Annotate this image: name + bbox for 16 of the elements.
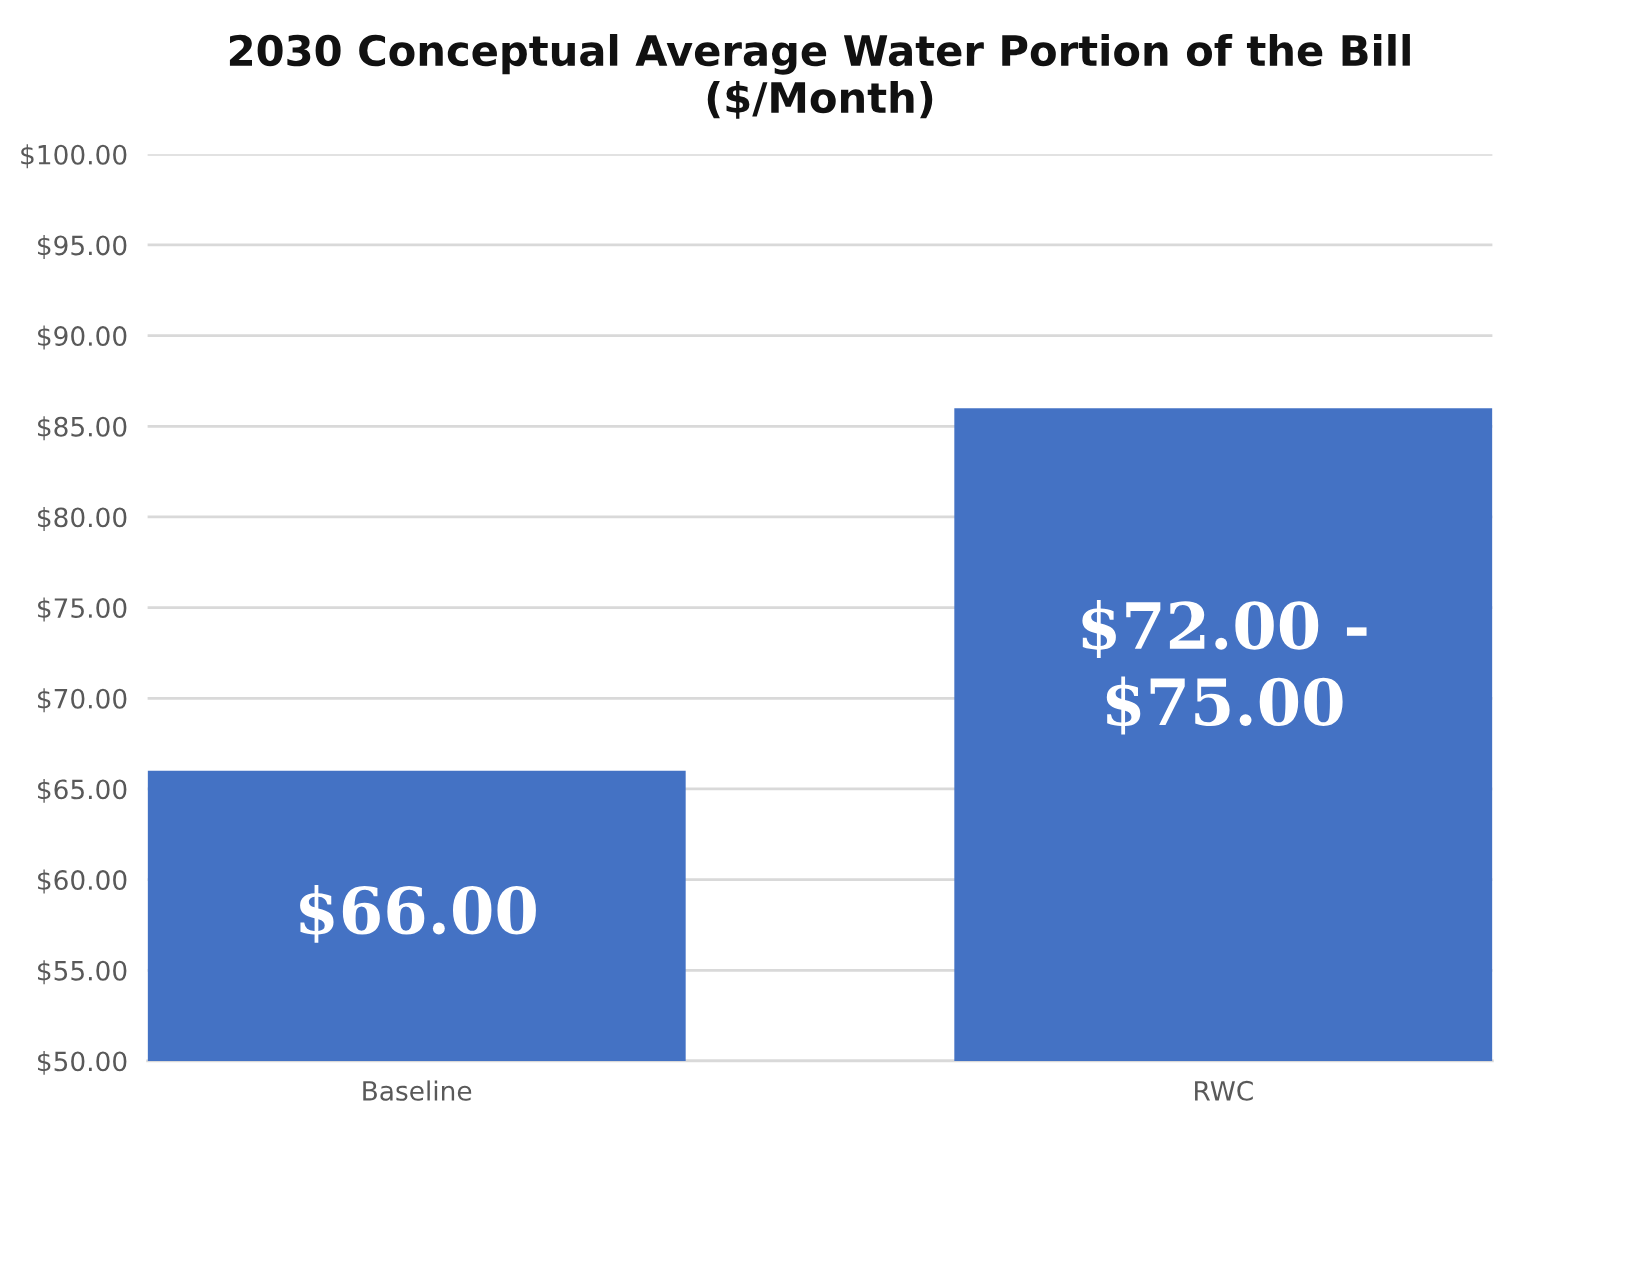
y-tick-label: $65.00 (38, 778, 127, 803)
data-label: $66.00 (300, 884, 536, 943)
y-tick-label: $70.00 (38, 688, 127, 713)
y-tick-label: $60.00 (38, 869, 127, 894)
chart-title: 2030 Conceptual Average Water Portion of the Bill ($/Month) (229, 34, 1410, 119)
annotation: $72.00 - $75.00 (1082, 600, 1367, 735)
x-tick-label: Baseline (363, 1080, 472, 1101)
y-tick-label: $50.00 (38, 1050, 127, 1075)
y-tick-label: $55.00 (38, 960, 127, 985)
x-tick-label: RWC (1195, 1080, 1253, 1101)
y-tick-label: $100.00 (21, 144, 127, 169)
y-tick-label: $75.00 (38, 597, 127, 622)
y-tick-label: $85.00 (38, 416, 127, 441)
y-tick-label: $90.00 (38, 325, 127, 350)
y-tick-label: $80.00 (38, 506, 127, 531)
y-tick-label: $95.00 (38, 234, 127, 259)
